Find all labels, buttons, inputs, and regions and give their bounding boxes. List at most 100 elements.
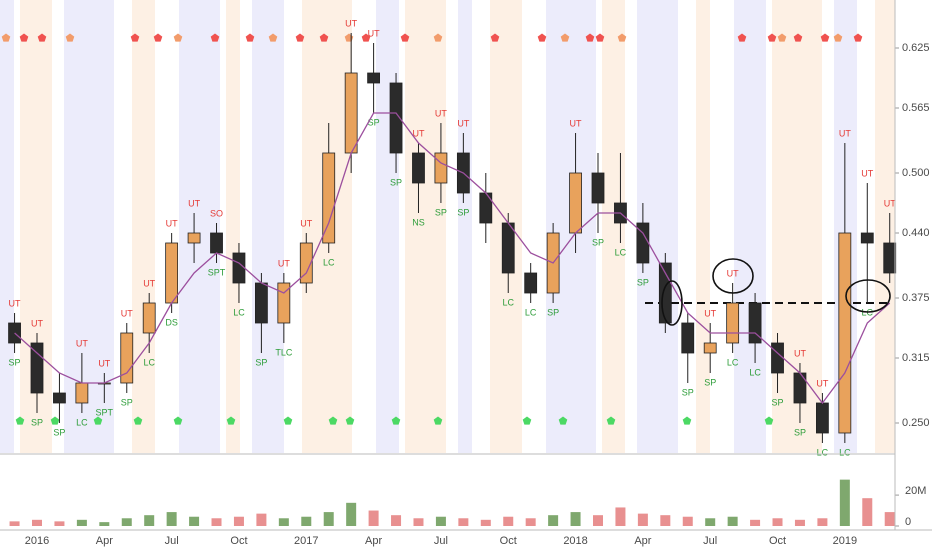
candle-body	[367, 72, 381, 84]
session-band	[734, 0, 766, 453]
signal-label: UT	[300, 218, 312, 228]
event-marker	[764, 416, 774, 425]
candle-body	[277, 282, 291, 324]
candle-body	[681, 322, 695, 354]
candle-body	[771, 342, 784, 374]
volume-bar	[166, 512, 177, 526]
candle-body	[838, 232, 852, 434]
signal-label: UT	[31, 318, 43, 328]
x-tick-label: 2018	[563, 535, 587, 547]
x-tick-label: 2017	[294, 535, 318, 547]
signal-label: SP	[368, 117, 380, 127]
event-marker	[1, 33, 11, 42]
event-marker	[245, 33, 255, 42]
event-marker	[433, 33, 443, 42]
candle-body	[412, 152, 425, 184]
signal-label: SP	[53, 427, 65, 437]
session-band	[458, 0, 472, 453]
candle-body	[8, 322, 21, 344]
x-tick-label: Apr	[365, 535, 382, 547]
event-marker	[853, 33, 863, 42]
volume-bar	[9, 521, 20, 526]
event-marker	[328, 416, 338, 425]
event-marker	[65, 33, 75, 42]
signal-label: SP	[9, 357, 21, 367]
candle-body	[344, 72, 358, 154]
candle-body	[501, 222, 515, 274]
signal-label: UT	[143, 278, 155, 288]
plot-area: 0.250 0.315 0.375 0.440 0.500 0.565 0.625 0 20M U…	[1, 18, 930, 547]
volume-bar	[548, 515, 559, 526]
volume-bar	[750, 519, 761, 526]
event-marker	[319, 33, 329, 42]
signal-label: LC	[525, 307, 537, 317]
signal-label: UT	[98, 358, 110, 368]
candle-body	[30, 342, 44, 394]
volume-bar	[368, 510, 379, 526]
x-tick-label: Apr	[96, 535, 113, 547]
candle-body	[142, 302, 156, 334]
candle-body	[232, 252, 246, 284]
candle-body	[591, 172, 605, 204]
y-tick-label: 0.315	[902, 352, 930, 364]
signal-label: SP	[637, 277, 649, 287]
event-marker	[19, 33, 29, 42]
signal-label: TLC	[275, 347, 293, 357]
moving-average-line	[14, 112, 891, 405]
candle-body	[816, 402, 829, 434]
session-band	[179, 0, 220, 453]
signal-label: UT	[368, 28, 380, 38]
y-tick-label: 0.250	[902, 417, 930, 429]
session-band	[875, 0, 895, 453]
signal-label: UT	[704, 308, 716, 318]
session-band	[376, 0, 399, 453]
signal-label: LC	[323, 257, 335, 267]
event-marker	[130, 33, 140, 42]
event-marker	[153, 33, 163, 42]
event-marker	[777, 33, 787, 42]
event-marker	[833, 33, 843, 42]
session-band	[0, 0, 14, 453]
signal-label: UT	[727, 268, 739, 278]
signal-label: LC	[233, 307, 245, 317]
candle-body	[322, 152, 336, 244]
volume-bar	[278, 518, 289, 526]
candle-body	[53, 392, 66, 404]
signal-label: SPT	[96, 407, 114, 417]
volume-bar	[346, 502, 357, 526]
signal-label: SP	[794, 427, 806, 437]
signal-label: LC	[839, 447, 851, 457]
volume-bar	[391, 515, 402, 526]
signal-label: LC	[615, 247, 627, 257]
signal-label: SP	[457, 207, 469, 217]
signal-label: UT	[345, 18, 357, 28]
session-band	[252, 0, 284, 453]
volume-bar	[593, 515, 603, 526]
volume-bar	[301, 516, 312, 526]
event-marker	[737, 33, 747, 42]
candle-body	[860, 232, 874, 244]
volume-bar	[233, 516, 244, 526]
event-marker	[173, 33, 183, 42]
signal-label: LC	[76, 417, 88, 427]
event-marker	[400, 33, 410, 42]
candle-body	[479, 192, 493, 224]
signal-label: UT	[457, 118, 469, 128]
x-tick-label: Oct	[230, 535, 247, 547]
volume-bar	[323, 512, 334, 526]
volume-bar	[32, 519, 42, 526]
session-band	[226, 0, 240, 453]
volume-bar	[682, 516, 693, 526]
session-band	[64, 0, 114, 453]
signal-label: UT	[76, 338, 88, 348]
candle-body	[434, 152, 448, 184]
x-tick-label: Apr	[634, 535, 651, 547]
signal-label: UT	[278, 258, 290, 268]
x-tick-label: Oct	[769, 535, 786, 547]
volume-bar	[727, 516, 738, 526]
signal-label: UT	[839, 128, 851, 138]
signal-label: UT	[861, 168, 873, 178]
session-band	[696, 0, 710, 453]
candle-body	[569, 172, 582, 234]
